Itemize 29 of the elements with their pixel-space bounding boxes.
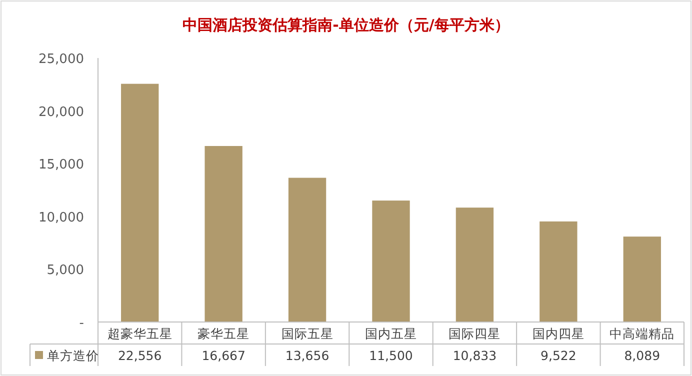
bar — [288, 178, 326, 322]
y-tick-label: - — [79, 316, 84, 331]
bar — [456, 208, 494, 322]
legend-label: 单方造价 — [47, 348, 99, 363]
x-tick-label: 豪华五星 — [198, 326, 250, 341]
y-tick-label: 5,000 — [46, 263, 84, 278]
x-tick-label: 国际五星 — [281, 326, 334, 341]
data-label: 11,500 — [369, 348, 413, 363]
data-label: 10,833 — [452, 348, 497, 363]
chart-title: 中国酒店投资估算指南-单位造价（元/每平方米） — [182, 16, 510, 34]
y-tick-label: 10,000 — [38, 210, 84, 226]
bar — [623, 236, 661, 322]
y-tick-label: 25,000 — [38, 52, 84, 67]
data-label: 22,556 — [118, 348, 162, 363]
bar — [540, 221, 578, 322]
x-tick-label: 中高端精品 — [610, 326, 675, 341]
y-tick-label: 20,000 — [38, 104, 84, 120]
x-tick-label: 国际四星 — [448, 326, 501, 341]
bar — [204, 146, 242, 322]
x-tick-label: 国内四星 — [532, 326, 584, 341]
data-label: 9,522 — [540, 348, 576, 363]
bar — [121, 84, 159, 322]
y-tick-label: 15,000 — [38, 158, 84, 173]
x-tick-label: 国内五星 — [365, 326, 417, 341]
data-label: 8,089 — [624, 348, 660, 363]
data-label: 13,656 — [285, 348, 330, 363]
bar — [372, 200, 410, 322]
data-label: 16,667 — [202, 348, 246, 363]
x-tick-label: 超豪华五星 — [107, 326, 172, 341]
